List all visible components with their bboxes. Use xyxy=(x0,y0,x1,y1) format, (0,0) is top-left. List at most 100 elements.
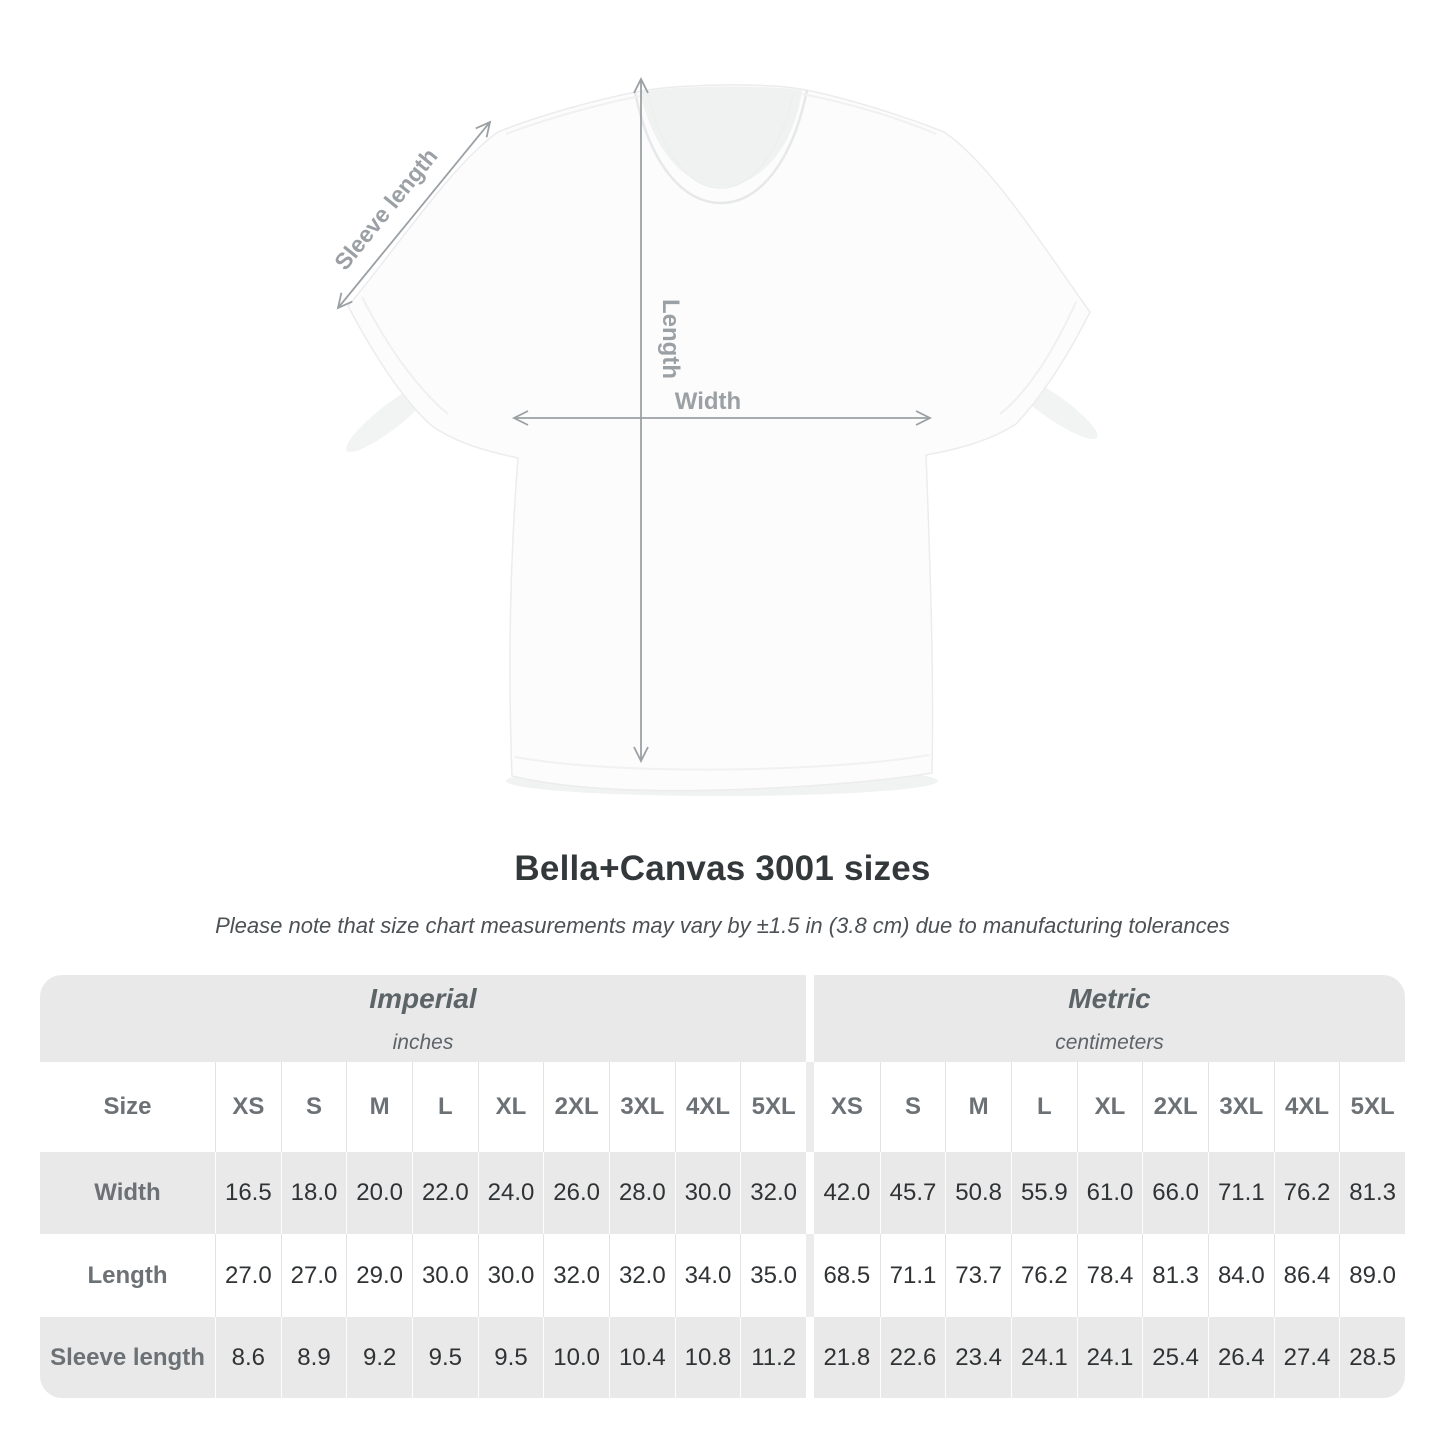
table-cell: 73.7 xyxy=(945,1234,1011,1317)
size-header-imperial-2xl: 2XL xyxy=(543,1062,609,1152)
table-cell: 86.4 xyxy=(1273,1234,1340,1317)
table-cell: 11.2 xyxy=(740,1317,806,1398)
table-cell: 27.0 xyxy=(215,1234,281,1317)
sleeve-arrowhead-top xyxy=(475,120,492,138)
table-cell: 76.2 xyxy=(1010,1234,1077,1317)
table-cell: 10.8 xyxy=(674,1317,741,1398)
table-cell: 28.5 xyxy=(1339,1317,1405,1398)
size-header-imperial-4xl: 4XL xyxy=(674,1062,741,1152)
width-arrowhead-right xyxy=(915,410,933,426)
table-cell: 20.0 xyxy=(346,1152,412,1234)
table-cell: 25.4 xyxy=(1142,1317,1208,1398)
size-header-metric-3xl: 3XL xyxy=(1207,1062,1274,1152)
table-cell: 45.7 xyxy=(879,1152,946,1234)
table-cell: 34.0 xyxy=(674,1234,741,1317)
table-cell: 22.0 xyxy=(411,1152,478,1234)
table-cell: 18.0 xyxy=(280,1152,347,1234)
size-header-imperial-xl: XL xyxy=(477,1062,544,1152)
size-header-metric-5xl: 5XL xyxy=(1339,1062,1405,1152)
imperial-label: Imperial xyxy=(369,982,477,1014)
length-label: Length xyxy=(657,299,684,379)
table-cell: 81.3 xyxy=(1142,1234,1208,1317)
table-cell: 24.0 xyxy=(477,1152,544,1234)
table-cell: 10.0 xyxy=(543,1317,609,1398)
size-header-metric-4xl: 4XL xyxy=(1273,1062,1340,1152)
size-header-imperial-m: M xyxy=(346,1062,412,1152)
size-table: Imperial inches Metric centimeters Size … xyxy=(40,975,1405,1398)
table-cell: 28.0 xyxy=(608,1152,675,1234)
sleeve-arrow xyxy=(337,121,491,309)
size-header-metric-2xl: 2XL xyxy=(1142,1062,1208,1152)
table-cell: 50.8 xyxy=(945,1152,1011,1234)
hem-seam xyxy=(514,754,930,771)
table-cell: 30.0 xyxy=(411,1234,478,1317)
table-cell: 26.4 xyxy=(1207,1317,1274,1398)
size-column-header: Size xyxy=(40,1062,215,1152)
table-cell: 71.1 xyxy=(879,1234,946,1317)
table-cell: 21.8 xyxy=(813,1317,880,1398)
collar-inner-seam xyxy=(647,91,795,189)
table-cell: 32.0 xyxy=(740,1152,806,1234)
collar-outer-seam xyxy=(633,89,809,205)
size-header-imperial-5xl: 5XL xyxy=(740,1062,806,1152)
imperial-section-header: Imperial inches xyxy=(40,975,806,1062)
table-cell: 32.0 xyxy=(543,1234,609,1317)
section-divider xyxy=(805,1317,814,1398)
table-cell: 84.0 xyxy=(1207,1234,1274,1317)
table-cell: 81.3 xyxy=(1339,1152,1405,1234)
table-cell: 30.0 xyxy=(477,1234,544,1317)
table-cell: 9.5 xyxy=(477,1317,544,1398)
table-cell: 29.0 xyxy=(346,1234,412,1317)
size-header-imperial-xs: XS xyxy=(215,1062,281,1152)
table-cell: 27.0 xyxy=(280,1234,347,1317)
table-cell: 22.6 xyxy=(879,1317,946,1398)
table-cell: 32.0 xyxy=(608,1234,675,1317)
tshirt-body xyxy=(347,84,1091,792)
size-header-metric-l: L xyxy=(1010,1062,1077,1152)
table-cell: 35.0 xyxy=(740,1234,806,1317)
table-cell: 42.0 xyxy=(813,1152,880,1234)
right-cuff-seam xyxy=(999,301,1077,415)
table-cell: 10.4 xyxy=(608,1317,675,1398)
table-cell: 16.5 xyxy=(215,1152,281,1234)
width-arrowhead-left xyxy=(511,410,529,426)
width-label: Width xyxy=(675,388,741,415)
length-arrowhead-bottom xyxy=(633,746,649,764)
left-cuff-seam xyxy=(361,296,449,415)
metric-label: Metric xyxy=(1068,982,1151,1014)
table-cell: 9.5 xyxy=(411,1317,478,1398)
width-row: Width 16.5 18.0 20.0 22.0 24.0 26.0 28.0… xyxy=(40,1152,1405,1234)
page-title: Bella+Canvas 3001 sizes xyxy=(514,849,931,888)
section-divider xyxy=(805,1234,814,1317)
tshirt-figure: Sleeve length Length Width xyxy=(329,76,1098,796)
table-cell: 26.0 xyxy=(543,1152,609,1234)
table-cell: 23.4 xyxy=(945,1317,1011,1398)
size-header-imperial-l: L xyxy=(411,1062,478,1152)
sleeve-arrowhead-bottom xyxy=(336,292,353,310)
table-cell: 24.1 xyxy=(1010,1317,1077,1398)
sleeve-length-row: Sleeve length 8.6 8.9 9.2 9.5 9.5 10.0 1… xyxy=(40,1317,1405,1398)
tolerance-note: Please note that size chart measurements… xyxy=(215,913,1230,938)
metric-section-header: Metric centimeters xyxy=(814,975,1405,1062)
table-cell: 55.9 xyxy=(1010,1152,1077,1234)
sleeve-row-label: Sleeve length xyxy=(40,1317,215,1398)
table-cell: 30.0 xyxy=(674,1152,741,1234)
size-header-imperial-s: S xyxy=(280,1062,347,1152)
size-header-row: Size XS S M L XL 2XL 3XL 4XL 5XL XS S M … xyxy=(40,1062,1405,1152)
right-shoulder-seam xyxy=(801,93,937,135)
table-cell: 27.4 xyxy=(1273,1317,1340,1398)
width-row-label: Width xyxy=(40,1152,215,1234)
table-cell: 76.2 xyxy=(1273,1152,1340,1234)
neck-opening xyxy=(640,86,802,187)
size-header-metric-xl: XL xyxy=(1076,1062,1143,1152)
table-cell: 68.5 xyxy=(813,1234,880,1317)
size-header-imperial-3xl: 3XL xyxy=(608,1062,675,1152)
table-cell: 61.0 xyxy=(1076,1152,1143,1234)
units-header-row: Imperial inches Metric centimeters xyxy=(40,975,1405,1062)
table-cell: 89.0 xyxy=(1339,1234,1405,1317)
table-cell: 66.0 xyxy=(1142,1152,1208,1234)
section-divider xyxy=(805,1062,814,1152)
size-header-metric-m: M xyxy=(945,1062,1011,1152)
left-shoulder-seam xyxy=(505,95,641,135)
